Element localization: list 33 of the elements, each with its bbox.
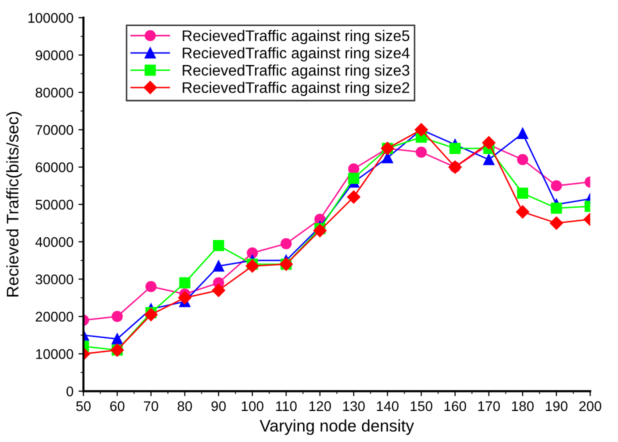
x-tick-label: 70: [144, 401, 158, 412]
x-tick-label: 180: [512, 401, 534, 412]
y-tick-label: 100000: [28, 13, 74, 23]
y-tick-label: 40000: [35, 237, 74, 247]
legend-label: RecievedTraffic against ring size2: [182, 82, 410, 96]
x-tick-label: 50: [76, 401, 91, 412]
y-tick-label: 60000: [36, 162, 74, 172]
y-tick-label: 20000: [36, 312, 74, 322]
x-tick-label: 190: [546, 401, 568, 412]
legend-label: RecievedTraffic against ring size4: [182, 47, 410, 62]
y-tick-label: 70000: [36, 125, 74, 135]
legend-label: RecievedTraffic against ring size3: [182, 64, 410, 79]
y-axis-title: Recieved Traffic(bits/sec): [6, 112, 22, 296]
y-tick-label: 0: [66, 386, 74, 396]
x-tick-label: 80: [178, 401, 192, 412]
x-tick-label: 120: [309, 401, 331, 412]
x-tick-label: 110: [276, 401, 297, 412]
x-tick-label: 90: [211, 401, 226, 412]
y-tick-label: 90000: [36, 50, 74, 60]
x-tick-label: 100: [242, 401, 264, 412]
x-tick-label: 140: [376, 401, 399, 412]
y-tick-label: 50000: [36, 200, 74, 210]
x-tick-label: 150: [410, 401, 432, 412]
legend-label: RecievedTraffic against ring size5: [182, 30, 410, 44]
x-axis-title: Varying node density: [260, 419, 414, 435]
y-tick-label: 10000: [36, 349, 74, 359]
x-tick-label: 130: [343, 401, 365, 412]
x-tick-label: 170: [478, 401, 500, 412]
x-tick-label: 60: [110, 401, 124, 412]
y-tick-label: 80000: [36, 88, 74, 98]
y-tick-label: 30000: [36, 274, 74, 284]
x-tick-label: 200: [579, 401, 602, 412]
x-tick-label: 160: [444, 401, 466, 412]
